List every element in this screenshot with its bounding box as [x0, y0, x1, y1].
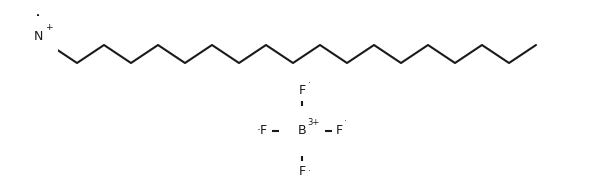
Text: ·: ·: [344, 117, 347, 126]
Text: F: F: [298, 165, 306, 178]
Text: F: F: [298, 84, 306, 97]
Text: ·F: ·F: [257, 125, 268, 138]
Text: F: F: [336, 125, 343, 138]
Text: ·: ·: [308, 79, 311, 88]
Text: 3+: 3+: [307, 118, 320, 127]
Text: B: B: [298, 125, 306, 138]
Text: N: N: [33, 30, 43, 43]
Text: ·: ·: [308, 167, 311, 176]
Text: +: +: [45, 23, 53, 32]
